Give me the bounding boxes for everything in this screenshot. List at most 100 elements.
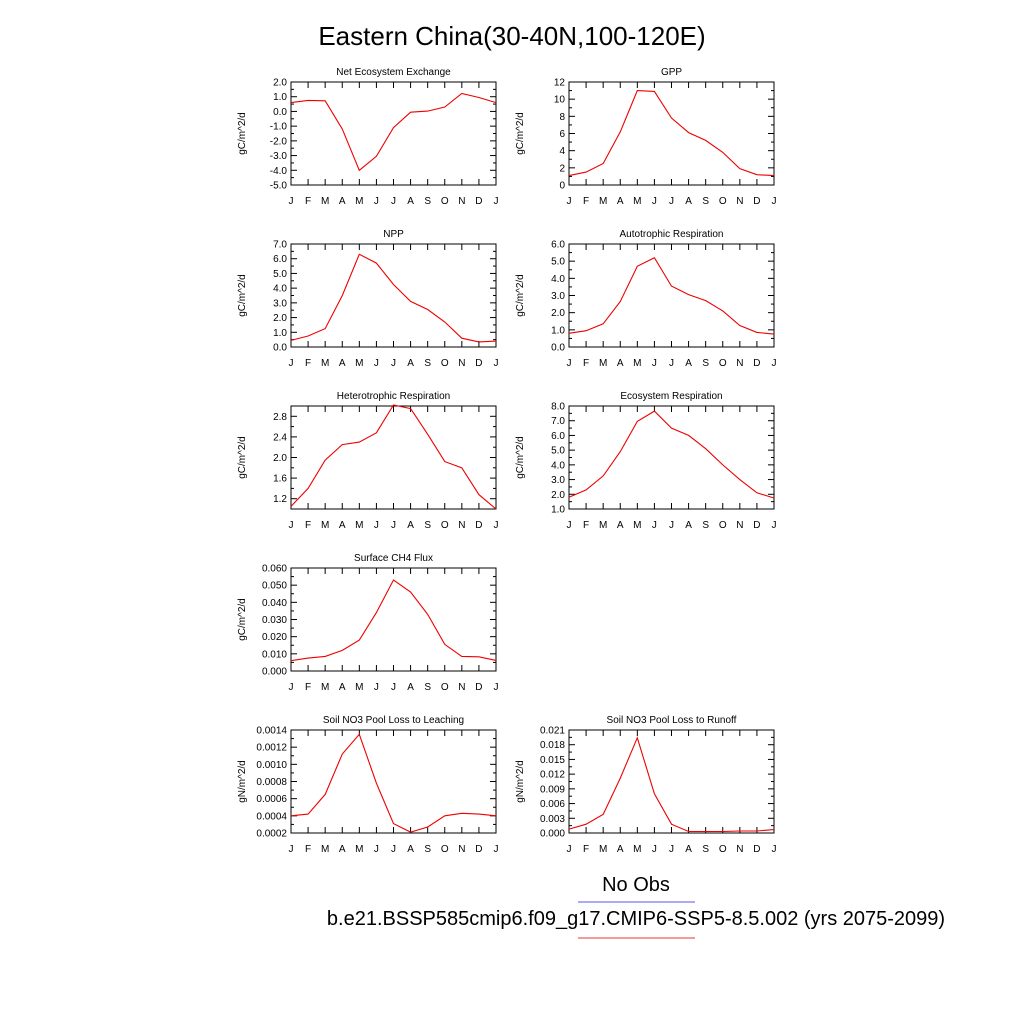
- y-tick-label: 0.0010: [256, 760, 287, 771]
- panels-container: Net Ecosystem Exchange gC/m^2/d -5.0 -4.0 -3…: [237, 67, 777, 855]
- y-tick-label: 4.0: [551, 460, 565, 471]
- plot-frame: [290, 405, 497, 510]
- x-tick-label: D: [475, 196, 482, 207]
- y-axis-label: gC/m^2/d: [237, 598, 248, 641]
- y-tick-label: 4.0: [273, 284, 287, 295]
- y-tick-label: -2.0: [270, 136, 288, 147]
- x-tick-label: F: [305, 358, 311, 369]
- y-tick-label: 1.0: [551, 505, 565, 516]
- x-tick-label: A: [407, 196, 414, 207]
- panel-title: Net Ecosystem Exchange: [336, 67, 451, 78]
- x-tick-label: J: [669, 196, 674, 207]
- y-tick-label: 6.0: [551, 431, 565, 442]
- y-tick-label: 0.0: [273, 107, 287, 118]
- y-axis-label: gC/m^2/d: [515, 112, 526, 155]
- x-tick-label: N: [458, 682, 465, 693]
- x-tick-label: S: [702, 520, 709, 531]
- series-line: [568, 736, 775, 833]
- x-tick-label: J: [494, 196, 499, 207]
- y-tick-label: 0.0: [273, 343, 287, 354]
- y-axis-label: gC/m^2/d: [237, 112, 248, 155]
- x-tick-label: F: [305, 196, 311, 207]
- x-tick-label: M: [633, 196, 641, 207]
- x-tick-label: A: [685, 844, 692, 855]
- x-tick-label: J: [391, 682, 396, 693]
- x-tick-label: S: [424, 682, 431, 693]
- series-line: [290, 404, 497, 510]
- x-tick-label: S: [702, 196, 709, 207]
- y-tick-label: 0.0006: [256, 794, 287, 805]
- x-tick-label: A: [407, 844, 414, 855]
- panel-title: Ecosystem Respiration: [620, 391, 722, 402]
- x-tick-label: D: [753, 844, 760, 855]
- x-tick-label: J: [652, 358, 657, 369]
- x-tick-label: O: [719, 844, 727, 855]
- series-line: [290, 92, 497, 172]
- x-tick-label: A: [407, 682, 414, 693]
- x-tick-label: J: [374, 520, 379, 531]
- x-tick-label: A: [685, 196, 692, 207]
- x-tick-label: D: [753, 358, 760, 369]
- x-tick-label: A: [685, 358, 692, 369]
- plot-frame: [290, 81, 497, 186]
- y-tick-label: 0.006: [540, 799, 565, 810]
- y-tick-label: 8: [559, 112, 565, 123]
- x-tick-label: O: [441, 196, 449, 207]
- x-tick-label: D: [475, 358, 482, 369]
- x-tick-label: J: [772, 358, 777, 369]
- x-tick-label: J: [669, 358, 674, 369]
- y-tick-label: 0.050: [262, 581, 287, 592]
- x-tick-label: J: [567, 358, 572, 369]
- x-tick-label: O: [719, 520, 727, 531]
- x-tick-label: J: [494, 358, 499, 369]
- y-tick-label: 5.0: [273, 269, 287, 280]
- x-tick-label: M: [355, 682, 363, 693]
- x-tick-label: O: [441, 844, 449, 855]
- x-tick-label: N: [736, 844, 743, 855]
- y-tick-label: 2.8: [273, 412, 287, 423]
- x-tick-label: A: [617, 844, 624, 855]
- figure-title: Eastern China(30-40N,100-120E): [318, 21, 705, 51]
- y-tick-label: 5.0: [551, 257, 565, 268]
- plot-frame: [568, 405, 775, 510]
- x-tick-label: J: [652, 520, 657, 531]
- y-tick-label: 2.4: [273, 432, 287, 443]
- x-tick-label: M: [321, 844, 329, 855]
- y-tick-label: 12: [554, 78, 566, 89]
- x-tick-label: M: [355, 844, 363, 855]
- plot-frame: [568, 243, 775, 348]
- x-tick-label: J: [289, 682, 294, 693]
- x-tick-label: M: [321, 520, 329, 531]
- y-tick-label: -4.0: [270, 166, 288, 177]
- x-tick-label: F: [583, 358, 589, 369]
- y-tick-label: 5.0: [551, 446, 565, 457]
- x-tick-label: J: [289, 844, 294, 855]
- series-line: [290, 253, 497, 343]
- x-tick-label: N: [458, 520, 465, 531]
- x-tick-label: F: [583, 520, 589, 531]
- x-tick-label: D: [475, 520, 482, 531]
- y-tick-label: 0.021: [540, 726, 565, 737]
- y-tick-label: 0.040: [262, 598, 287, 609]
- y-tick-label: 2.0: [273, 313, 287, 324]
- y-tick-label: 8.0: [551, 402, 565, 413]
- y-tick-label: 0.020: [262, 632, 287, 643]
- x-tick-label: J: [652, 844, 657, 855]
- x-tick-label: S: [702, 358, 709, 369]
- x-tick-label: M: [321, 358, 329, 369]
- y-tick-label: 0.012: [540, 770, 565, 781]
- x-tick-label: O: [719, 358, 727, 369]
- y-tick-label: 6: [559, 129, 565, 140]
- x-tick-label: M: [599, 844, 607, 855]
- panel-title: Soil NO3 Pool Loss to Runoff: [607, 715, 737, 726]
- x-tick-label: M: [633, 358, 641, 369]
- x-tick-label: M: [355, 196, 363, 207]
- x-tick-label: J: [494, 682, 499, 693]
- x-tick-label: J: [494, 520, 499, 531]
- x-tick-label: A: [407, 358, 414, 369]
- y-tick-label: 0.0004: [256, 811, 287, 822]
- y-axis-label: gC/m^2/d: [515, 274, 526, 317]
- x-tick-label: M: [633, 520, 641, 531]
- x-tick-label: J: [391, 844, 396, 855]
